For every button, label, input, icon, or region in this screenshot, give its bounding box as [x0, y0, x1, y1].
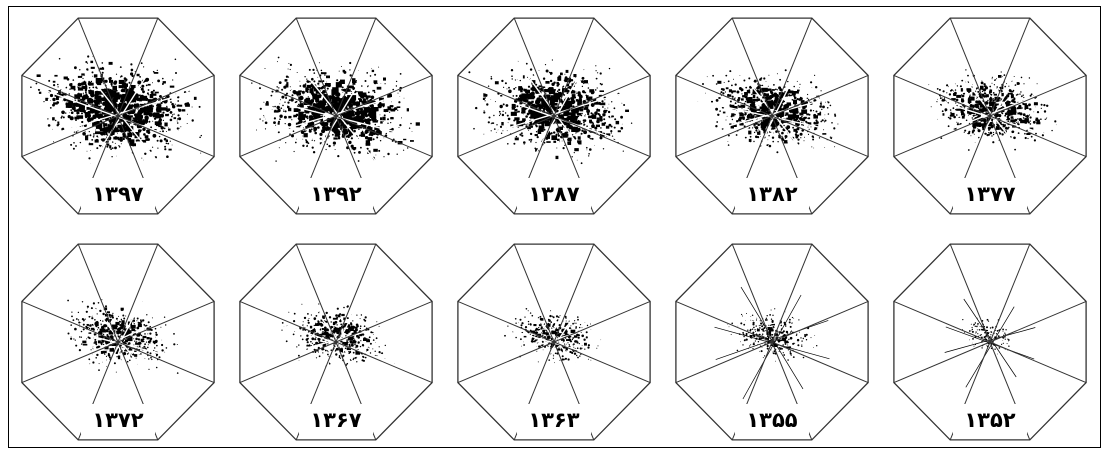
map-panel: ۱۳۵۵	[675, 243, 869, 441]
year-label: ۱۳۹۲	[310, 182, 361, 206]
map-panel: ۱۳۸۷	[457, 17, 651, 215]
year-label-bg	[81, 178, 155, 208]
urban-footprint	[944, 298, 1036, 388]
year-label-bg	[299, 404, 373, 434]
urban-footprint	[491, 287, 617, 402]
map-panel: ۱۳۹۷	[21, 17, 215, 215]
year-label-bg	[517, 178, 591, 208]
urban-footprint	[683, 39, 861, 203]
year-label: ۱۳۵۵	[746, 408, 797, 432]
map-panel: ۱۳۵۲	[893, 243, 1087, 441]
year-label-bg	[953, 178, 1027, 208]
map-panel: ۱۳۶۳	[457, 243, 651, 441]
year-label-bg	[735, 178, 809, 208]
map-panel: ۱۳۶۷	[239, 243, 433, 441]
map-panel: ۱۳۸۲	[675, 17, 869, 215]
year-label-bg	[299, 178, 373, 208]
year-label: ۱۳۷۷	[964, 182, 1015, 206]
urban-footprint	[910, 45, 1070, 194]
year-label: ۱۳۸۲	[746, 182, 797, 206]
year-label: ۱۳۹۷	[92, 182, 143, 206]
year-label: ۱۳۵۲	[964, 408, 1015, 432]
urban-footprint	[266, 279, 406, 412]
year-label: ۱۳۷۲	[92, 408, 143, 432]
year-label-bg	[517, 404, 591, 434]
urban-footprint	[21, 25, 215, 214]
urban-footprint	[43, 277, 193, 416]
year-label: ۱۳۸۷	[528, 182, 579, 206]
map-panel: ۱۳۹۲	[239, 17, 433, 215]
year-label-bg	[81, 404, 155, 434]
year-label-bg	[953, 404, 1027, 434]
figure-frame	[8, 6, 1101, 448]
map-panel: ۱۳۷۷	[893, 17, 1087, 215]
year-label-bg	[735, 404, 809, 434]
year-label: ۱۳۶۷	[310, 408, 361, 432]
year-label: ۱۳۶۳	[528, 408, 579, 432]
map-panel: ۱۳۷۲	[21, 243, 215, 441]
